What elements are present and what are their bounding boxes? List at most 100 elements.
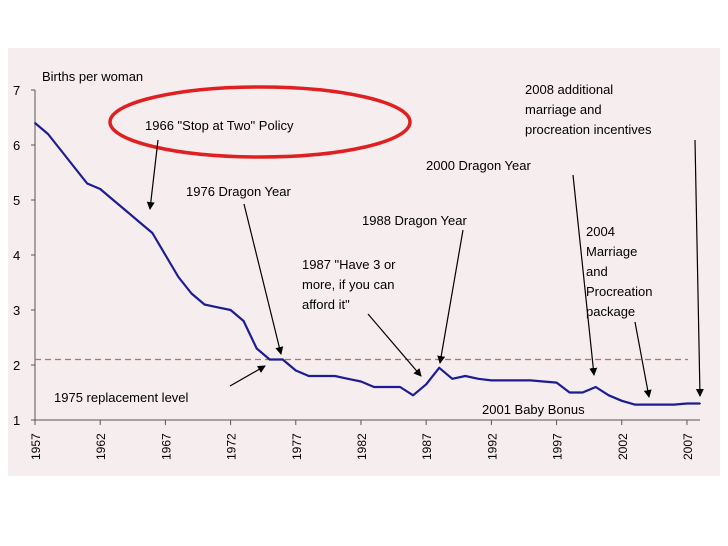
data-point [412, 394, 415, 397]
axes [31, 89, 700, 425]
arrow-package [634, 321, 652, 398]
annotation-replacement-level: 1975 replacement level [54, 390, 189, 405]
annotation-dragon-1976: 1976 Dragon Year [186, 184, 291, 199]
x-tick-label: 1992 [485, 433, 499, 460]
x-tick-label: 1972 [225, 433, 239, 460]
y-tick-label: 3 [13, 303, 20, 318]
data-point [425, 383, 428, 386]
annotation-incentives-line1: 2008 additional [525, 82, 613, 97]
arrow-replacement-level [229, 365, 266, 387]
data-point [203, 303, 206, 306]
annotation-have3-line3: afford it" [302, 297, 350, 312]
y-tick-label: 4 [13, 248, 20, 263]
data-point [699, 402, 701, 405]
data-point [281, 358, 284, 361]
y-tick-label: 1 [13, 413, 20, 428]
data-point [503, 379, 506, 382]
data-point [112, 199, 115, 201]
annotation-package-line1: 2004 [586, 224, 615, 239]
data-point [633, 403, 636, 406]
data-point [555, 381, 558, 384]
tick-labels: 1 2 3 4 5 6 7 1957 1962 1967 1972 1977 1982 1987 1992 1… [13, 83, 695, 460]
x-tick-label: 1982 [355, 433, 369, 460]
data-point [60, 149, 62, 152]
data-point [451, 377, 454, 380]
arrow-have3 [367, 313, 422, 377]
data-point [607, 394, 610, 397]
chart-panel [8, 48, 720, 476]
data-point [490, 379, 493, 382]
data-point [86, 182, 89, 185]
data-point [347, 377, 349, 380]
annotation-incentives-line3: procreation incentives [525, 122, 652, 137]
data-point [190, 292, 193, 295]
data-point [438, 366, 441, 369]
data-point [164, 254, 167, 256]
data-point [320, 375, 323, 377]
data-point [242, 320, 245, 322]
annotation-dragon-2000: 2000 Dragon Year [426, 158, 531, 173]
x-tick-label: 1977 [290, 433, 304, 460]
data-point [177, 276, 180, 278]
data-point [477, 377, 480, 380]
data-point [659, 403, 662, 406]
annotation-stop-at-two: 1966 "Stop at Two" Policy [145, 118, 294, 133]
arrow-dragon-1976 [243, 203, 284, 355]
data-point [255, 347, 258, 350]
data-point [99, 188, 102, 190]
data-point [399, 386, 401, 388]
y-tick-label: 2 [13, 358, 20, 373]
x-tick-label: 1997 [551, 433, 565, 460]
data-point [542, 380, 545, 383]
data-point [216, 306, 219, 309]
data-point [464, 375, 467, 377]
data-point [151, 232, 154, 234]
x-tick-label: 2007 [681, 433, 695, 460]
annotation-incentives-line2: marriage and [525, 102, 602, 117]
data-point [73, 166, 76, 168]
data-point [686, 402, 688, 405]
data-point [673, 403, 675, 406]
annotation-dragon-1988: 1988 Dragon Year [362, 213, 467, 228]
policy-highlight-circle [108, 85, 412, 159]
arrow-incentives [694, 139, 704, 397]
data-point [373, 386, 375, 388]
data-point [646, 403, 649, 406]
y-tick-label: 5 [13, 193, 20, 208]
data-point [229, 309, 232, 311]
x-tick-label: 1987 [420, 433, 434, 460]
annotation-have3-line1: 1987 "Have 3 or [302, 257, 396, 272]
data-point [47, 133, 49, 135]
data-point [386, 386, 388, 388]
data-point [334, 375, 336, 377]
y-axis-label: Births per woman [42, 69, 143, 84]
data-point [581, 391, 584, 394]
x-tick-label: 1967 [159, 433, 173, 460]
data-point [125, 210, 128, 212]
data-point [307, 375, 310, 377]
data-point [620, 399, 623, 402]
annotation-baby-bonus: 2001 Baby Bonus [482, 402, 585, 417]
arrow-dragon-1988 [437, 229, 464, 364]
data-point [529, 379, 532, 382]
x-tick-label: 1962 [94, 433, 108, 460]
data-point [360, 380, 362, 383]
annotation-package-line3: and [586, 264, 608, 279]
annotation-package-line4: Procreation [586, 284, 652, 299]
y-tick-label: 7 [13, 83, 20, 98]
x-tick-label: 2002 [616, 433, 630, 460]
annotation-package-line5: package [586, 304, 635, 319]
arrow-stop-at-two [146, 139, 159, 210]
annotation-have3-line2: more, if you can [302, 277, 395, 292]
arrow-dragon-2000 [572, 174, 598, 376]
data-point [516, 379, 519, 382]
data-point [294, 369, 297, 372]
series-lines [34, 122, 701, 406]
data-point [594, 386, 597, 388]
annotation-package-line2: Marriage [586, 244, 637, 259]
data-point [568, 391, 571, 394]
fertility-rate-line [34, 122, 700, 406]
y-tick-label: 6 [13, 138, 20, 153]
data-point [138, 221, 141, 223]
